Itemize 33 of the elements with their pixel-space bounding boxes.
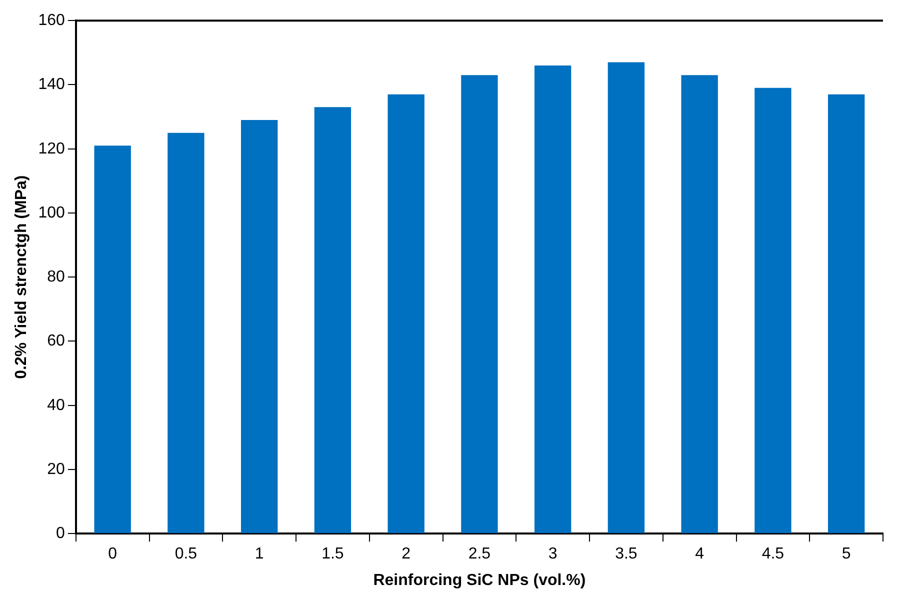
x-tick-label: 1 — [254, 546, 264, 563]
bar — [608, 62, 645, 534]
x-axis-title: Reinforcing SiC NPs (vol.%) — [373, 572, 586, 589]
y-tick-label: 40 — [47, 396, 65, 414]
bar — [461, 75, 498, 534]
x-tick-label: 4.5 — [762, 546, 784, 563]
x-tick-label: 0 — [108, 546, 118, 563]
x-tick-label: 3.5 — [615, 546, 638, 563]
y-tick-label: 100 — [38, 204, 65, 222]
x-tick-label: 5 — [842, 546, 851, 563]
y-tick-label: 140 — [38, 76, 65, 94]
x-tick-label: 0.5 — [174, 546, 198, 563]
y-tick-label: 0 — [56, 525, 65, 542]
y-tick-label: 160 — [38, 12, 65, 30]
x-tick-label: 2 — [402, 546, 411, 563]
x-tick-label: 1.5 — [322, 546, 344, 563]
x-tick-label: 3 — [548, 546, 558, 563]
bar — [534, 65, 572, 534]
bar — [388, 94, 424, 534]
bar — [168, 132, 204, 534]
x-tick-label: 2.5 — [468, 546, 491, 563]
bar — [754, 88, 792, 534]
y-tick-label: 60 — [47, 332, 65, 350]
y-axis-title: 0.2% Yield strenctgh (MPa) — [13, 175, 30, 379]
bar — [681, 75, 718, 534]
x-tick-label: 4 — [695, 546, 704, 563]
bar — [828, 94, 865, 534]
bar — [94, 146, 131, 534]
y-tick-label: 80 — [47, 268, 65, 286]
y-tick-label: 20 — [47, 460, 65, 478]
y-tick-label: 120 — [38, 140, 65, 158]
bar — [314, 107, 352, 534]
bar — [240, 120, 278, 534]
